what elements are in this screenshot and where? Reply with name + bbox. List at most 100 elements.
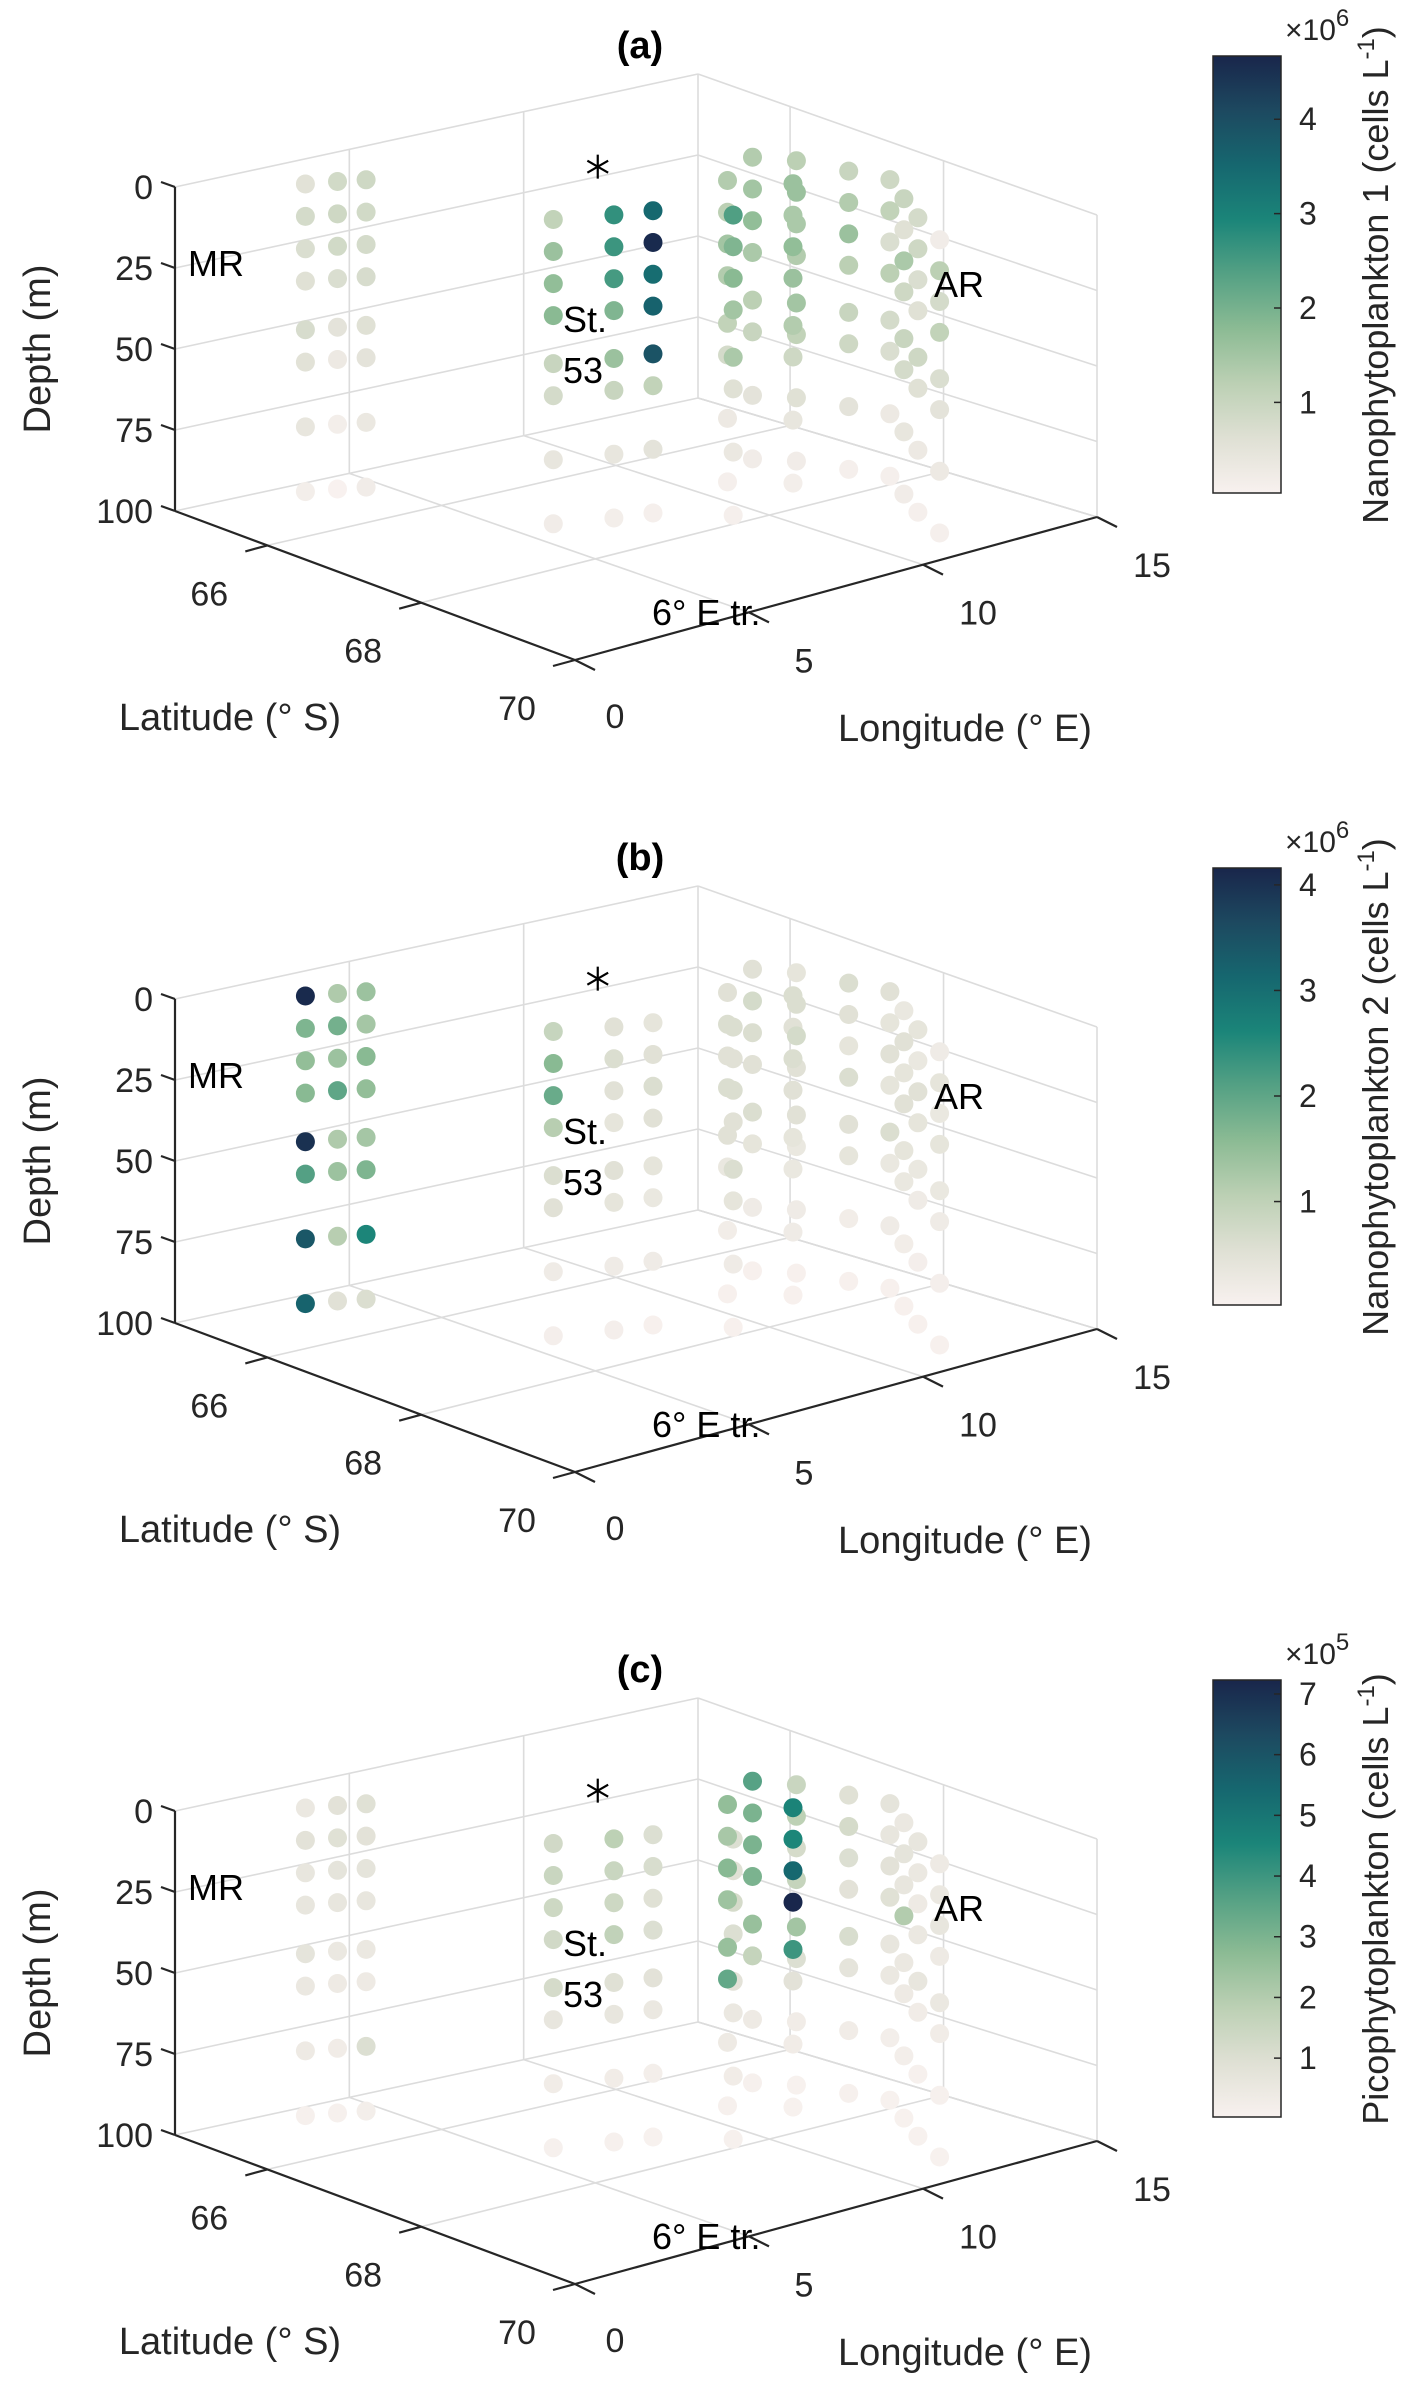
longitude-axis bbox=[574, 515, 1098, 662]
data-point bbox=[723, 505, 743, 525]
depth-tick bbox=[160, 261, 176, 270]
longitude-tick-label: 0 bbox=[606, 2322, 625, 2360]
data-point bbox=[723, 2066, 743, 2086]
data-point bbox=[783, 1049, 803, 1069]
data-point bbox=[543, 354, 563, 374]
data-point bbox=[356, 982, 376, 1002]
data-point bbox=[718, 2096, 737, 2116]
data-point bbox=[543, 1978, 563, 1998]
data-point bbox=[356, 315, 376, 335]
depth-tick bbox=[160, 504, 176, 513]
data-point bbox=[930, 1854, 950, 1874]
data-point bbox=[880, 1044, 900, 1064]
depth-tick-label: 0 bbox=[134, 981, 153, 1019]
data-point bbox=[328, 414, 347, 434]
data-point bbox=[328, 479, 347, 499]
data-point bbox=[295, 174, 315, 194]
data-point bbox=[356, 1047, 376, 1066]
panel-title: (c) bbox=[617, 1649, 663, 1691]
data-point bbox=[643, 1251, 663, 1271]
data-point bbox=[930, 2147, 950, 2167]
data-point bbox=[718, 408, 737, 428]
data-point bbox=[643, 264, 663, 284]
data-point bbox=[328, 1081, 347, 1101]
depth-tick-label: 100 bbox=[96, 2117, 153, 2155]
data-point bbox=[543, 514, 563, 534]
data-point bbox=[786, 1026, 806, 1046]
data-point bbox=[786, 1105, 806, 1125]
data-point bbox=[908, 301, 928, 321]
star-marker bbox=[586, 966, 609, 991]
data-point bbox=[604, 349, 624, 368]
data-point bbox=[839, 1114, 859, 1134]
data-point bbox=[930, 1212, 950, 1232]
latitude-axis bbox=[174, 2133, 576, 2286]
data-point bbox=[786, 151, 806, 171]
data-point bbox=[604, 301, 624, 321]
data-point bbox=[643, 1920, 663, 1940]
data-point bbox=[718, 1890, 737, 1910]
data-point bbox=[743, 449, 762, 469]
grid-line bbox=[697, 1047, 1098, 1179]
data-point bbox=[894, 1032, 914, 1052]
data-point bbox=[743, 2009, 762, 2029]
latitude-axis bbox=[174, 509, 576, 662]
data-point bbox=[839, 1036, 859, 1056]
data-point bbox=[880, 2028, 900, 2048]
data-point bbox=[930, 1042, 950, 1062]
depth-tick-label: 50 bbox=[115, 331, 153, 369]
longitude-tick bbox=[922, 1375, 944, 1388]
colorbar-tick-label: 6 bbox=[1299, 1737, 1317, 1773]
grid-line bbox=[174, 154, 699, 269]
data-point bbox=[718, 1826, 737, 1846]
data-point bbox=[908, 1832, 928, 1852]
colorbar-tick-label: 1 bbox=[1299, 384, 1317, 420]
data-point bbox=[604, 1829, 624, 1849]
data-point bbox=[894, 282, 914, 302]
longitude-tick-label: 0 bbox=[606, 698, 625, 736]
label-station: St. bbox=[563, 1111, 607, 1152]
data-point bbox=[783, 347, 803, 367]
depth-tick bbox=[160, 423, 176, 432]
label-ar: AR bbox=[934, 1076, 984, 1117]
data-point bbox=[328, 2038, 347, 2058]
data-point bbox=[356, 267, 376, 287]
data-point bbox=[604, 1161, 624, 1180]
data-point bbox=[723, 1191, 743, 1211]
data-point bbox=[783, 316, 803, 335]
data-point bbox=[356, 1079, 376, 1099]
grid-line bbox=[174, 966, 699, 1081]
data-point bbox=[839, 1879, 859, 1899]
grid-line bbox=[697, 1128, 1098, 1255]
data-point bbox=[783, 1971, 803, 1991]
data-point bbox=[723, 2129, 743, 2149]
data-point bbox=[328, 350, 347, 369]
data-point bbox=[356, 2101, 376, 2121]
colorbar-tick-label: 2 bbox=[1299, 290, 1317, 326]
data-point bbox=[295, 239, 315, 259]
data-point bbox=[543, 1898, 563, 1918]
data-point bbox=[908, 1894, 928, 1914]
data-point bbox=[643, 503, 663, 523]
data-point bbox=[908, 1190, 928, 1210]
longitude-tick-label: 5 bbox=[795, 1454, 814, 1492]
colorbar-exponent-power: 5 bbox=[1336, 1629, 1349, 1656]
data-point bbox=[643, 233, 663, 252]
depth-tick-label: 75 bbox=[115, 1224, 153, 1262]
data-point bbox=[894, 1172, 914, 1192]
colorbar-tick-label: 3 bbox=[1299, 196, 1317, 232]
data-point bbox=[718, 1284, 737, 1304]
grid-line bbox=[174, 73, 699, 188]
colorbar-tick-label: 4 bbox=[1299, 1858, 1317, 1894]
data-point bbox=[880, 1153, 900, 1173]
data-point bbox=[908, 378, 928, 398]
data-point bbox=[839, 1817, 859, 1836]
grid-line bbox=[267, 2048, 791, 2171]
depth-tick-label: 50 bbox=[115, 1143, 153, 1181]
data-point bbox=[723, 1317, 743, 1337]
longitude-tick-label: 15 bbox=[1133, 547, 1171, 585]
axes: 0 25 50 75 100 66 68 70 0 5 10 15 bbox=[96, 981, 1171, 1548]
depth-tick bbox=[160, 1316, 176, 1325]
longitude-tick bbox=[748, 2235, 770, 2248]
data-point bbox=[718, 983, 737, 1002]
